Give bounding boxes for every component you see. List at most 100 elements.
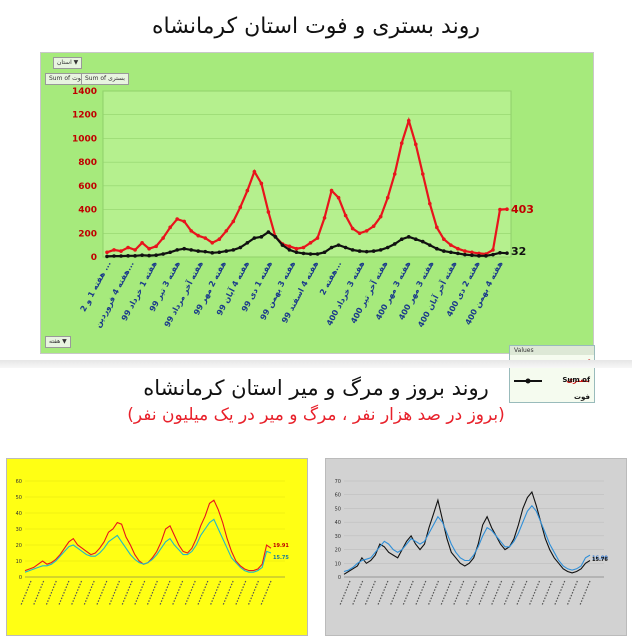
legend-death-label: Sum of فوت <box>562 376 590 401</box>
y-tick-label: 20 <box>335 548 341 554</box>
death-point <box>126 254 130 258</box>
x-tick-mark <box>83 580 95 606</box>
x-tick-mark <box>465 580 477 606</box>
hospital-point <box>350 226 355 231</box>
sum-death-tab[interactable]: Sum of فوت <box>45 73 88 85</box>
y-tick-label: 40 <box>16 511 22 517</box>
death-point <box>259 235 264 239</box>
hospital-point <box>294 246 299 251</box>
x-tick-mark <box>528 580 541 606</box>
filter-icon: ▼ <box>73 59 79 66</box>
hospital-point <box>435 225 439 230</box>
x-tick-mark <box>58 580 70 606</box>
death-point <box>224 249 229 253</box>
y-tick-label: 70 <box>335 479 341 485</box>
death-point <box>463 252 467 257</box>
hospital-point <box>399 141 404 145</box>
hospital-point <box>238 205 243 209</box>
death-point <box>315 252 320 256</box>
hospital-point <box>189 229 194 233</box>
hospital-point <box>182 219 186 224</box>
death-point <box>322 250 327 255</box>
hospital-point <box>231 219 236 224</box>
death-point <box>140 253 144 258</box>
chevron-down-icon: ▼ <box>62 338 67 345</box>
hospital-point <box>287 244 292 249</box>
hospital-point <box>308 240 313 245</box>
hospital-point <box>357 231 362 236</box>
death-point <box>189 248 194 252</box>
x-tick-mark <box>108 580 120 606</box>
hospital-point <box>105 250 109 255</box>
week-filter-button[interactable]: هفته ▼ <box>45 336 71 348</box>
y-tick-label: 0 <box>19 575 22 581</box>
death-point <box>161 252 165 256</box>
hospital-point <box>266 210 271 214</box>
legend-item-death[interactable]: Sum of فوت <box>510 372 594 401</box>
hospital-point <box>224 229 229 233</box>
x-tick-mark <box>440 580 452 606</box>
top-chart-title: روند بستری و فوت استان کرمانشاه <box>152 14 480 39</box>
death-point <box>336 243 341 247</box>
death-point <box>308 252 313 256</box>
y-tick-label: 1400 <box>72 87 97 97</box>
x-tick-mark <box>364 580 376 606</box>
x-tick-mark <box>541 580 553 606</box>
x-tick-mark <box>96 580 108 606</box>
death-point <box>175 248 179 252</box>
hospital-point <box>442 237 446 242</box>
hospital-point <box>329 188 334 193</box>
incidence-chart-panel: 0 10 20 30 40 50 60 19.91 15.75 <box>6 458 308 636</box>
hospital-point <box>364 229 369 233</box>
bottom-subtitle: (بروز در صد هزار نفر ، مرگ و میر در یک م… <box>127 405 505 425</box>
x-tick-mark <box>209 580 222 606</box>
end-label-0: 16.00 <box>592 556 608 562</box>
x-tick-mark <box>352 580 364 606</box>
hospital-point <box>456 246 460 251</box>
hospital-point <box>413 142 418 147</box>
hospital-point <box>301 245 306 250</box>
death-point <box>133 254 137 258</box>
x-tick-mark <box>184 580 196 606</box>
death-point <box>484 254 488 258</box>
hospital-point <box>428 201 432 206</box>
death-point <box>294 250 299 255</box>
plot-area <box>102 90 512 258</box>
incidence-line-chart: 0 10 20 30 40 50 60 19.91 15.75 <box>16 479 289 606</box>
y-tick-label: 0 <box>91 253 97 263</box>
x-tick-mark <box>260 580 272 606</box>
death-point <box>252 236 257 240</box>
x-tick-mark <box>427 580 439 606</box>
hospital-point <box>175 217 179 221</box>
y-tick-label: 0 <box>338 575 341 581</box>
death-point <box>182 246 186 251</box>
y-tick-label: 600 <box>78 182 97 192</box>
sum-hospital-tab[interactable]: Sum of بستری <box>81 73 129 85</box>
x-tick-mark <box>554 580 566 606</box>
death-line-icon <box>514 378 542 384</box>
hospital-point <box>385 195 390 200</box>
hospital-point <box>420 172 425 176</box>
x-tick-mark <box>197 580 209 606</box>
x-tick-mark <box>516 580 528 606</box>
x-tick-mark <box>121 580 133 606</box>
end-label-1: 15.75 <box>273 555 289 561</box>
province-filter-button[interactable]: استان ▼ <box>53 57 83 69</box>
x-tick-mark <box>45 580 57 606</box>
x-tick-mark <box>247 580 259 606</box>
x-tick-mark <box>377 580 389 606</box>
y-tick-label: 30 <box>16 527 22 533</box>
death-point <box>357 249 362 253</box>
series-line-0 <box>343 490 591 575</box>
death-point <box>505 251 509 256</box>
hospital-point <box>119 249 123 253</box>
x-tick-mark <box>389 580 402 606</box>
death-point <box>266 230 271 234</box>
hospital-point <box>210 240 215 245</box>
end-label-1: 15.76 <box>592 557 608 563</box>
death-point <box>364 249 369 254</box>
death-point <box>350 248 355 252</box>
hospital-point <box>343 213 348 218</box>
